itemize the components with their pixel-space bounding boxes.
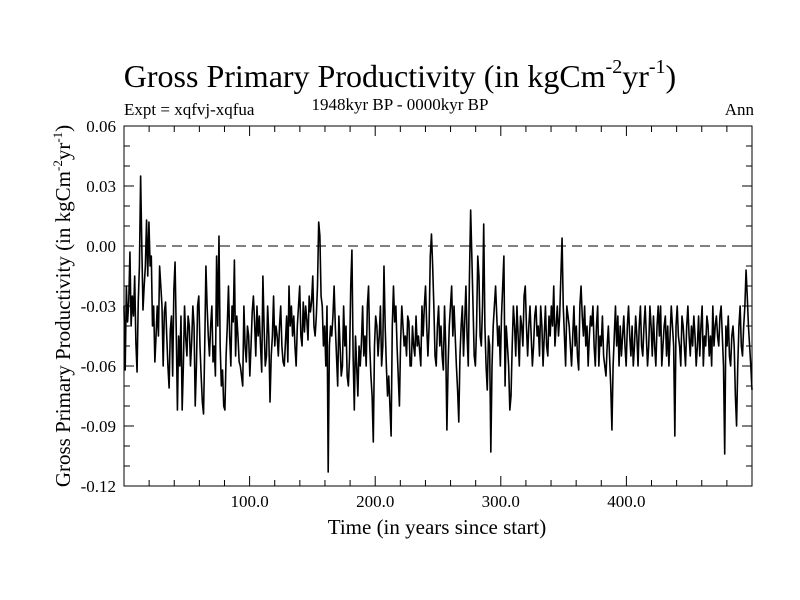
x-tick-label: 100.0 bbox=[230, 492, 268, 511]
experiment-label: Expt = xqfvj-xqfua bbox=[124, 100, 255, 119]
y-tick-label: 0.00 bbox=[86, 237, 116, 256]
x-tick-labels: 100.0 200.0 300.0 400.0 bbox=[230, 492, 645, 511]
y-tick-label: -0.06 bbox=[81, 357, 116, 376]
chart-title: Gross Primary Productivity (in kgCm-2yr-… bbox=[123, 56, 677, 94]
x-tick-label: 400.0 bbox=[607, 492, 645, 511]
x-tick-label: 200.0 bbox=[356, 492, 394, 511]
x-axis-label: Time (in years since start) bbox=[328, 515, 547, 539]
y-axis-label: Gross Primary Productivity (in kgCm-2yr-… bbox=[50, 125, 75, 487]
season-label: Ann bbox=[724, 100, 754, 119]
y-tick-label: 0.03 bbox=[86, 177, 116, 196]
x-tick-label: 300.0 bbox=[482, 492, 520, 511]
y-tick-label: -0.09 bbox=[81, 417, 116, 436]
time-range-label: 1948kyr BP - 0000kyr BP bbox=[311, 95, 489, 114]
y-tick-label: -0.03 bbox=[81, 297, 116, 316]
series-line bbox=[123, 175, 753, 473]
y-tick-label: -0.12 bbox=[81, 477, 116, 496]
y-tick-label: 0.06 bbox=[86, 117, 116, 136]
y-tick-labels: 0.06 0.03 0.00 -0.03 -0.06 -0.09 -0.12 bbox=[81, 117, 116, 496]
plot-frame bbox=[123, 125, 753, 487]
